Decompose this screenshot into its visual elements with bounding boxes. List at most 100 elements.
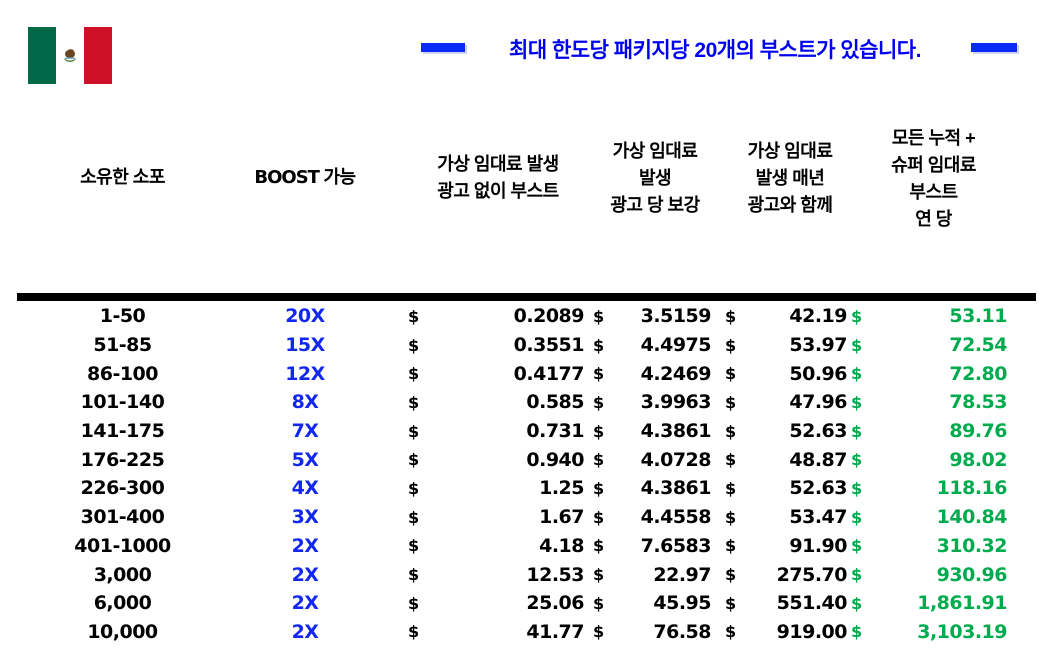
currency-symbol: $	[725, 593, 736, 613]
cell-value: 1,861.91	[917, 592, 1007, 615]
currency-symbol: $	[851, 478, 862, 498]
currency-symbol: $	[851, 335, 862, 355]
cell-rent-per-ad: $ 4.3861	[593, 474, 712, 503]
header-line: 부스트	[909, 182, 958, 202]
cell-total-per-year: $ 89.76	[851, 417, 1007, 446]
cell-rent-no-ads: $ 0.4177	[408, 359, 585, 388]
cell-boost-multiplier: 5X	[291, 448, 319, 471]
currency-symbol: $	[851, 306, 862, 326]
column-header-parcels-owned: 소유한 소포	[80, 167, 165, 187]
currency-symbol: $	[725, 536, 736, 556]
cell-rent-no-ads: $ 0.940	[408, 445, 584, 474]
cell-value: 4.4975	[640, 334, 712, 357]
cell-rent-per-ad: $ 4.3861	[593, 417, 712, 446]
header-line: 가상 임대료 발생	[437, 154, 559, 174]
currency-symbol: $	[593, 450, 604, 470]
table-row: 176-225 5X $ 0.940 $ 4.0728 $ 48.87 $ 98…	[0, 445, 1052, 474]
mexico-flag-icon	[28, 27, 112, 84]
cell-total-per-year: $ 118.16	[851, 474, 1008, 503]
flag-green-stripe	[28, 27, 56, 84]
cell-value: 4.18	[539, 534, 584, 557]
cell-value: 25.06	[526, 592, 584, 615]
table-row: 86-100 12X $ 0.4177 $ 4.2469 $ 50.96 $ 7…	[0, 359, 1052, 388]
currency-symbol: $	[725, 478, 736, 498]
currency-symbol: $	[408, 507, 419, 527]
currency-symbol: $	[593, 421, 604, 441]
header-line: 슈퍼 임대료	[891, 155, 976, 175]
cell-rent-with-ads: $ 275.70	[725, 560, 848, 589]
currency-symbol: $	[725, 622, 736, 642]
header-line: 광고와 함께	[747, 195, 833, 215]
cell-boost-multiplier: 2X	[291, 534, 319, 557]
table-row: 1-50 20X $ 0.2089 $ 3.5159 $ 42.19 $ 53.…	[0, 302, 1052, 331]
flag-eagle-emblem	[63, 48, 77, 62]
currency-symbol: $	[593, 478, 604, 498]
cell-rent-per-ad: $ 4.0728	[593, 445, 712, 474]
currency-symbol: $	[408, 536, 419, 556]
cell-value: 4.4558	[640, 506, 712, 529]
column-header-boost: BOOST 가능	[220, 164, 390, 191]
cell-parcels-range: 51-85	[93, 334, 152, 357]
cell-value: 0.4177	[513, 362, 585, 385]
currency-symbol: $	[851, 593, 862, 613]
cell-value: 50.96	[789, 362, 847, 385]
table-row: 101-140 8X $ 0.585 $ 3.9963 $ 47.96 $ 78…	[0, 388, 1052, 417]
boost-suffix-label: 가능	[318, 167, 356, 187]
cell-rent-with-ads: $ 50.96	[725, 359, 847, 388]
cell-rent-no-ads: $ 0.2089	[408, 302, 585, 331]
header-line: 연 당	[915, 209, 952, 229]
cell-value: 0.585	[526, 391, 584, 414]
currency-symbol: $	[851, 507, 862, 527]
currency-symbol: $	[408, 478, 419, 498]
cell-value: 4.3861	[640, 477, 712, 500]
header-line: 광고 없이 부스트	[437, 181, 559, 201]
cell-total-per-year: $ 53.11	[851, 302, 1007, 331]
cell-value: 12.53	[526, 563, 584, 586]
cell-rent-no-ads: $ 1.67	[408, 503, 584, 532]
column-header-rent-no-ads: 가상 임대료 발생 광고 없이 부스트	[406, 151, 590, 205]
cell-value: 7.6583	[640, 534, 712, 557]
cell-value: 53.11	[949, 305, 1007, 328]
cell-boost-multiplier: 4X	[291, 477, 319, 500]
cell-rent-per-ad: $ 4.2469	[593, 359, 712, 388]
currency-symbol: $	[408, 421, 419, 441]
cell-value: 3.5159	[640, 305, 712, 328]
cell-value: 22.97	[653, 563, 711, 586]
cell-parcels-range: 101-140	[80, 391, 165, 414]
cell-rent-with-ads: $ 919.00	[725, 618, 848, 647]
cell-value: 1.67	[539, 506, 584, 529]
cell-value: 52.63	[789, 420, 847, 443]
flag-red-stripe	[84, 27, 112, 84]
boost-brand-label: BOOST	[254, 167, 320, 188]
header-line: 발생 매년	[755, 168, 825, 188]
cell-value: 118.16	[936, 477, 1008, 500]
cell-parcels-range: 226-300	[80, 477, 165, 500]
currency-symbol: $	[593, 565, 604, 585]
cell-boost-multiplier: 15X	[285, 334, 325, 357]
cell-rent-no-ads: $ 4.18	[408, 532, 584, 561]
currency-symbol: $	[851, 450, 862, 470]
table-row: 401-1000 2X $ 4.18 $ 7.6583 $ 91.90 $ 31…	[0, 532, 1052, 561]
table-row: 51-85 15X $ 0.3551 $ 4.4975 $ 53.97 $ 72…	[0, 331, 1052, 360]
cell-parcels-range: 3,000	[93, 563, 152, 586]
cell-rent-no-ads: $ 25.06	[408, 589, 584, 618]
table-body: 1-50 20X $ 0.2089 $ 3.5159 $ 42.19 $ 53.…	[0, 302, 1052, 646]
cell-value: 53.97	[789, 334, 847, 357]
cell-value: 4.0728	[640, 448, 712, 471]
cell-value: 3.9963	[640, 391, 712, 414]
currency-symbol: $	[851, 565, 862, 585]
cell-rent-with-ads: $ 52.63	[725, 474, 847, 503]
currency-symbol: $	[725, 565, 736, 585]
cell-rent-per-ad: $ 3.9963	[593, 388, 712, 417]
cell-total-per-year: $ 1,861.91	[851, 589, 1007, 618]
cell-total-per-year: $ 310.32	[851, 532, 1008, 561]
cell-parcels-range: 401-1000	[74, 534, 171, 557]
currency-symbol: $	[408, 335, 419, 355]
cell-parcels-range: 176-225	[80, 448, 165, 471]
cell-value: 98.02	[949, 448, 1007, 471]
cell-boost-multiplier: 20X	[285, 305, 325, 328]
cell-value: 3,103.19	[917, 620, 1007, 643]
currency-symbol: $	[593, 593, 604, 613]
cell-parcels-range: 301-400	[80, 506, 165, 529]
currency-symbol: $	[408, 364, 419, 384]
